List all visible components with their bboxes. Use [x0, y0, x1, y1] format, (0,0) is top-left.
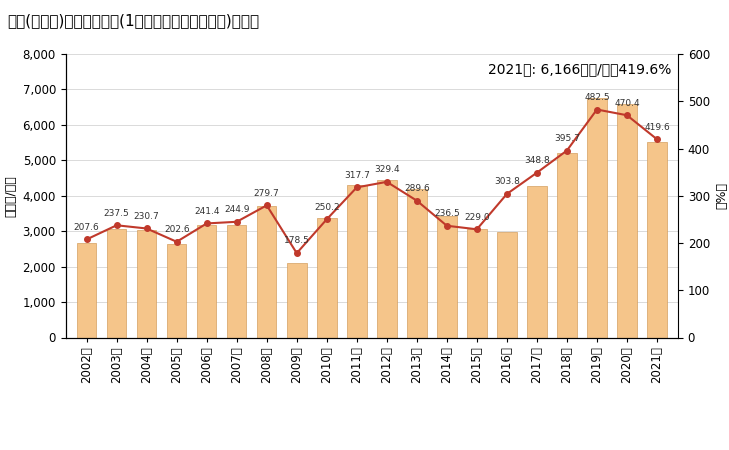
Text: 202.6: 202.6 — [164, 225, 190, 234]
Text: 光市(山口県)の労働生産性(1人当たり粗付加価値額)の推移: 光市(山口県)の労働生産性(1人当たり粗付加価値額)の推移 — [7, 14, 260, 28]
Text: 470.4: 470.4 — [614, 99, 640, 108]
Bar — [557, 153, 577, 338]
Y-axis label: ［%］: ［%］ — [715, 182, 728, 209]
Bar — [317, 218, 337, 338]
Bar — [197, 225, 217, 338]
Text: 250.2: 250.2 — [314, 202, 340, 211]
Bar — [617, 104, 636, 338]
Text: 317.7: 317.7 — [344, 171, 370, 180]
Bar — [77, 243, 96, 338]
Text: 229.0: 229.0 — [464, 212, 490, 221]
Bar — [287, 263, 306, 338]
Bar — [257, 207, 276, 338]
Text: 237.5: 237.5 — [104, 208, 130, 217]
Text: 241.4: 241.4 — [194, 207, 219, 216]
Text: 348.8: 348.8 — [524, 156, 550, 165]
Text: 207.6: 207.6 — [74, 223, 99, 232]
Text: 2021年: 6,166万円/人，419.6%: 2021年: 6,166万円/人，419.6% — [488, 63, 672, 76]
Bar — [467, 229, 487, 338]
Bar — [647, 142, 667, 338]
Text: 279.7: 279.7 — [254, 189, 280, 198]
Bar — [407, 189, 426, 338]
Bar — [107, 230, 126, 338]
Bar — [437, 216, 456, 338]
Bar — [527, 186, 547, 338]
Bar — [167, 244, 187, 338]
Text: 303.8: 303.8 — [494, 177, 520, 186]
Text: 419.6: 419.6 — [644, 122, 670, 131]
Bar — [347, 185, 367, 338]
Y-axis label: ［万円/人］: ［万円/人］ — [4, 175, 17, 216]
Text: 236.5: 236.5 — [434, 209, 460, 218]
Text: 329.4: 329.4 — [374, 165, 399, 174]
Text: 244.9: 244.9 — [224, 205, 249, 214]
Bar — [377, 180, 397, 338]
Text: 178.5: 178.5 — [284, 236, 310, 245]
Text: 289.6: 289.6 — [404, 184, 429, 193]
Bar — [227, 225, 246, 338]
Bar — [497, 232, 517, 338]
Text: 395.7: 395.7 — [554, 134, 580, 143]
Bar — [587, 98, 607, 338]
Text: 230.7: 230.7 — [134, 212, 160, 221]
Legend: 1人当たり粗付加価値額（左軸）, 対全国比（右軸）（右軸）: 1人当たり粗付加価値額（左軸）, 対全国比（右軸）（右軸） — [227, 445, 516, 450]
Text: 482.5: 482.5 — [584, 93, 609, 102]
Bar — [137, 230, 157, 338]
